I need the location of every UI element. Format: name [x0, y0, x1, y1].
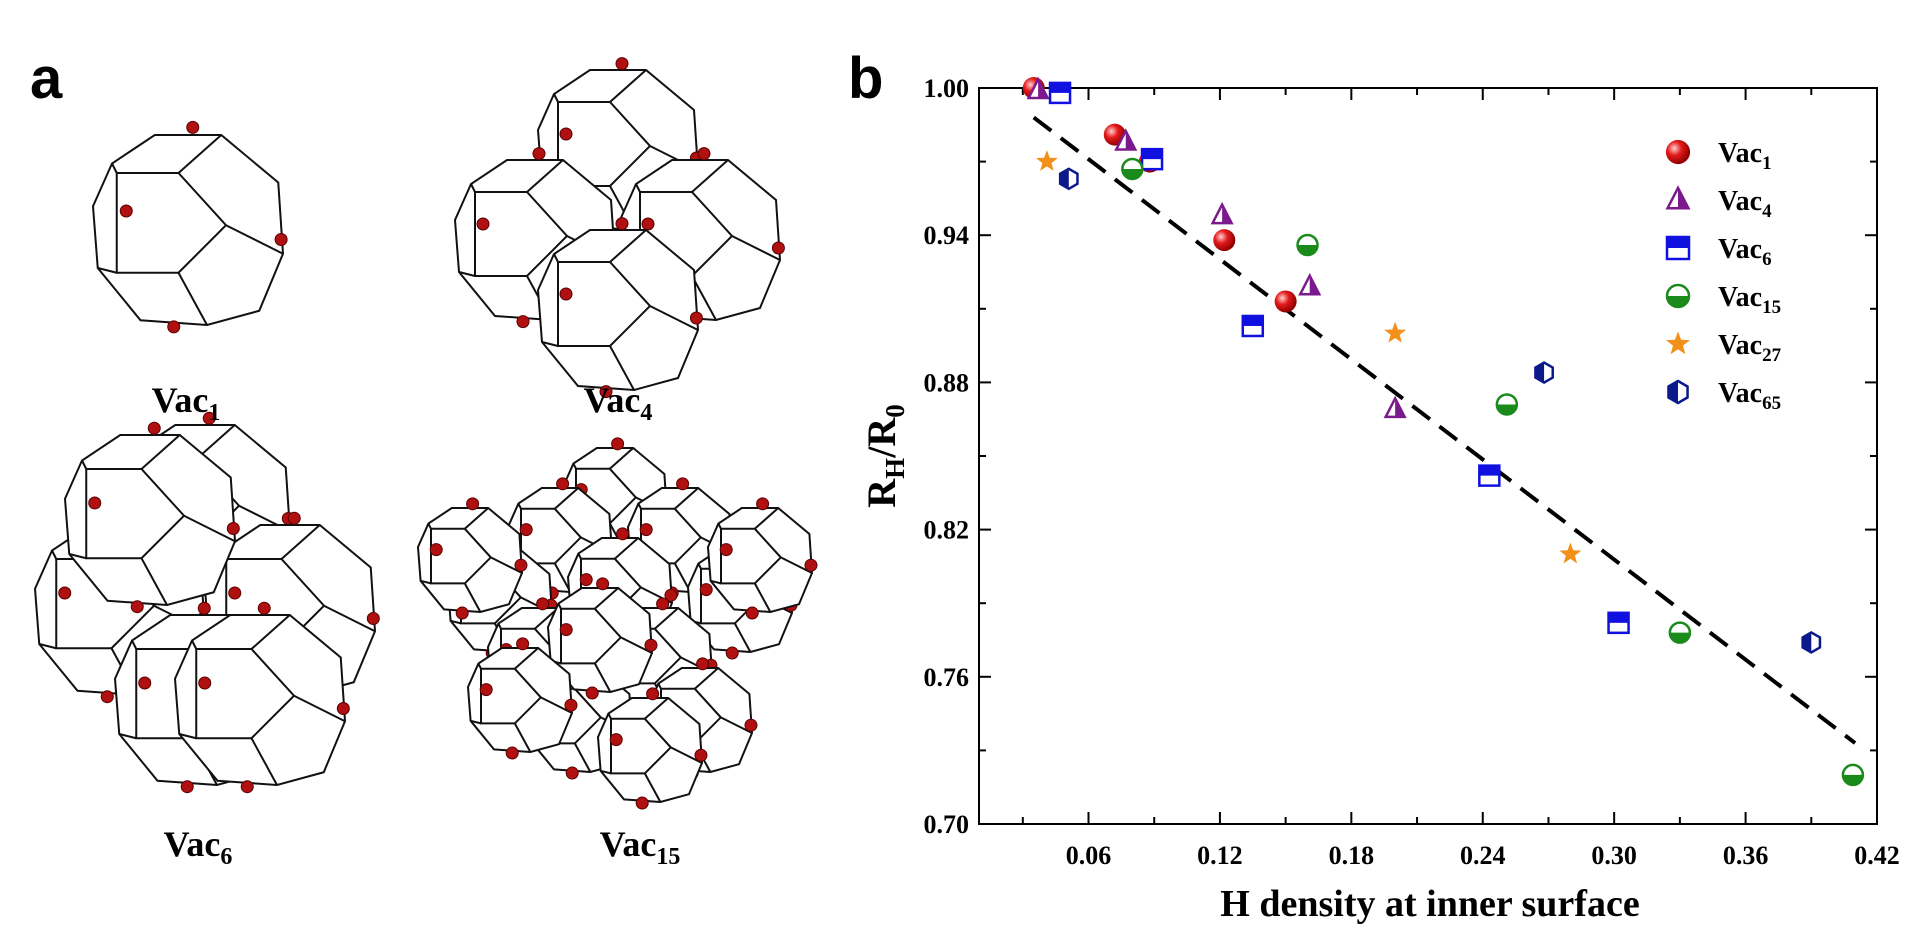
legend-marker-sphere — [1665, 139, 1691, 165]
data-points — [1022, 76, 1865, 787]
axes: 0.06 0.12 0.18 0.24 0.30 0.36 0.42 0.70 0.76 0.82… — [924, 74, 1900, 870]
point-half-hexagon — [1534, 361, 1554, 385]
legend-marker-half-hexagon — [1667, 379, 1689, 405]
legend-marker-half-triangle — [1665, 185, 1691, 210]
point-half-square — [1607, 611, 1630, 635]
point-star — [1384, 321, 1407, 343]
y-tick-label: 0.76 — [924, 663, 970, 692]
point-star — [1559, 542, 1582, 564]
structure-label-6: Vac6 — [164, 824, 233, 870]
cage-vac6 — [173, 601, 350, 794]
point-half-square — [1478, 464, 1501, 487]
point-half-circle — [1841, 763, 1865, 787]
cage-vac15 — [416, 497, 528, 620]
point-half-triangle — [1026, 76, 1050, 100]
point-half-circle — [1668, 621, 1692, 644]
y-axis-label: RH/R0 — [859, 404, 910, 507]
point-half-square — [1048, 81, 1072, 105]
cage-vac1 — [91, 120, 288, 334]
structure-label-1: Vac1 — [152, 380, 221, 426]
cage-vac15 — [466, 637, 578, 760]
point-half-triangle — [1210, 201, 1234, 225]
point-half-hexagon — [1801, 631, 1822, 654]
legend-label: Vac65 — [1718, 378, 1781, 414]
structure-label-15: Vac15 — [600, 824, 681, 870]
fit-line — [1032, 115, 1857, 745]
cage-vac15 — [706, 497, 818, 620]
structure-label-4: Vac4 — [584, 380, 653, 426]
point-half-circle — [1296, 233, 1319, 257]
legend-marker-star — [1666, 331, 1690, 355]
cage-vac6 — [63, 421, 240, 614]
y-tick-label: 0.94 — [924, 221, 970, 250]
x-tick-label: 0.36 — [1723, 841, 1769, 870]
y-tick-label: 0.88 — [924, 368, 970, 397]
point-sphere — [1213, 229, 1236, 252]
y-tick-label: 1.00 — [924, 74, 970, 103]
y-tick-label: 0.70 — [924, 810, 970, 839]
legend-label: Vac6 — [1718, 234, 1772, 270]
x-tick-label: 0.42 — [1854, 841, 1900, 870]
point-half-square — [1241, 314, 1265, 338]
panel-a-letter: a — [30, 46, 63, 111]
legend-label: Vac27 — [1718, 330, 1782, 366]
x-tick-label: 0.18 — [1329, 841, 1375, 870]
point-half-triangle — [1298, 272, 1322, 296]
point-half-triangle — [1114, 128, 1138, 151]
legend-marker-half-circle — [1665, 283, 1691, 309]
panel-b-letter: b — [848, 46, 883, 111]
point-half-circle — [1495, 393, 1519, 416]
legend: Vac1 Vac4 Vac6 Vac15 Vac27 Vac65 — [1665, 138, 1782, 414]
x-tick-label: 0.24 — [1460, 841, 1506, 870]
point-half-triangle — [1383, 395, 1407, 419]
legend-label: Vac1 — [1718, 138, 1772, 174]
point-half-circle — [1121, 157, 1144, 181]
cage-vac15 — [546, 577, 658, 700]
x-tick-label: 0.12 — [1197, 841, 1243, 870]
legend-label: Vac4 — [1718, 186, 1772, 222]
x-tick-label: 0.06 — [1066, 841, 1112, 870]
x-tick-label: 0.30 — [1591, 841, 1637, 870]
x-axis-label: H density at inner surface — [1220, 883, 1639, 925]
y-tick-label: 0.82 — [924, 516, 970, 545]
cage-vac4 — [536, 217, 703, 399]
point-half-hexagon — [1058, 167, 1079, 191]
point-sphere — [1274, 290, 1297, 313]
legend-label: Vac15 — [1718, 282, 1781, 318]
panel-a-structures — [33, 57, 818, 810]
cage-vac15 — [596, 687, 708, 810]
point-star — [1036, 150, 1058, 171]
point-half-square — [1140, 147, 1164, 171]
legend-marker-half-square — [1665, 235, 1691, 261]
